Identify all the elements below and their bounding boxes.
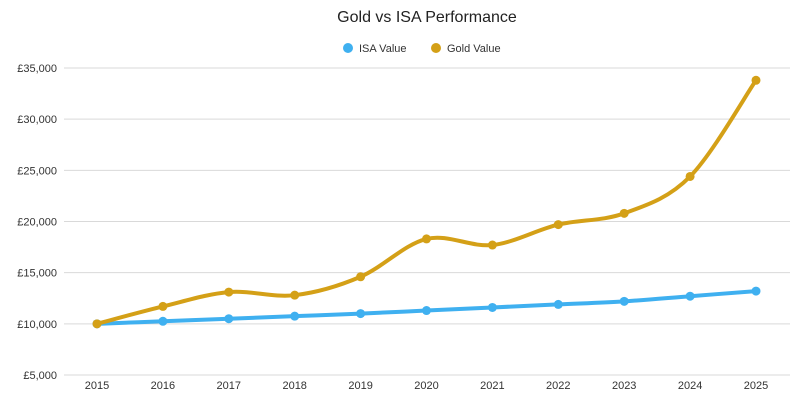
x-tick-label: 2021: [480, 380, 504, 392]
y-tick-label: £35,000: [17, 63, 57, 75]
data-point-isa[interactable]: [158, 316, 168, 326]
legend-label-isa: ISA Value: [359, 43, 407, 55]
legend-label-gold: Gold Value: [447, 43, 501, 55]
data-point-gold[interactable]: [356, 272, 366, 282]
y-tick-label: £20,000: [17, 217, 57, 229]
legend: ISA Value Gold Value: [343, 43, 501, 55]
data-point-isa[interactable]: [619, 296, 629, 306]
series-line-gold: [95, 78, 758, 326]
data-point-isa[interactable]: [290, 311, 300, 321]
x-tick-label: 2020: [414, 380, 438, 392]
legend-item-gold[interactable]: Gold Value: [431, 43, 501, 55]
y-tick-label: £5,000: [23, 370, 57, 382]
data-point-isa[interactable]: [356, 309, 366, 319]
legend-item-isa[interactable]: ISA Value: [343, 43, 407, 55]
y-tick-label: £30,000: [17, 114, 57, 126]
data-point-gold[interactable]: [487, 240, 497, 250]
series-isa: [92, 286, 761, 329]
legend-marker-isa: [343, 43, 353, 53]
data-point-isa[interactable]: [422, 306, 431, 316]
x-tick-label: 2015: [85, 380, 109, 392]
data-point-gold[interactable]: [619, 208, 629, 218]
data-point-gold[interactable]: [751, 75, 761, 85]
data-point-gold[interactable]: [158, 301, 168, 311]
x-tick-label: 2023: [612, 380, 636, 392]
data-point-gold[interactable]: [92, 319, 102, 329]
data-point-gold[interactable]: [224, 287, 234, 297]
chart-title: Gold vs ISA Performance: [337, 9, 517, 26]
y-tick-label: £10,000: [17, 319, 57, 331]
data-point-isa[interactable]: [751, 286, 761, 296]
series-layer: [92, 75, 761, 329]
x-tick-label: 2025: [744, 380, 768, 392]
x-tick-label: 2016: [151, 380, 175, 392]
data-point-gold[interactable]: [290, 290, 300, 300]
x-tick-label: 2022: [546, 380, 570, 392]
data-point-gold[interactable]: [685, 171, 695, 181]
series-gold: [92, 75, 761, 329]
x-axis-labels: 2015 2016 2017 2018 2019 2020 2021 2022 2023 2024…: [85, 380, 768, 392]
y-tick-label: £25,000: [17, 165, 57, 177]
data-point-isa[interactable]: [553, 299, 563, 309]
data-point-isa[interactable]: [487, 302, 497, 312]
x-tick-label: 2024: [678, 380, 702, 392]
data-point-gold[interactable]: [422, 234, 431, 244]
legend-marker-gold: [431, 43, 441, 53]
y-tick-label: £15,000: [17, 268, 57, 280]
data-point-isa[interactable]: [685, 291, 695, 301]
x-tick-label: 2017: [217, 380, 241, 392]
data-point-isa[interactable]: [224, 314, 234, 324]
y-axis-labels: £5,000 £10,000 £15,000 £20,000 £25,000 £30,00…: [17, 63, 57, 382]
grid: [64, 67, 790, 376]
x-tick-label: 2019: [348, 380, 372, 392]
data-point-gold[interactable]: [553, 220, 563, 230]
x-tick-label: 2018: [282, 380, 306, 392]
